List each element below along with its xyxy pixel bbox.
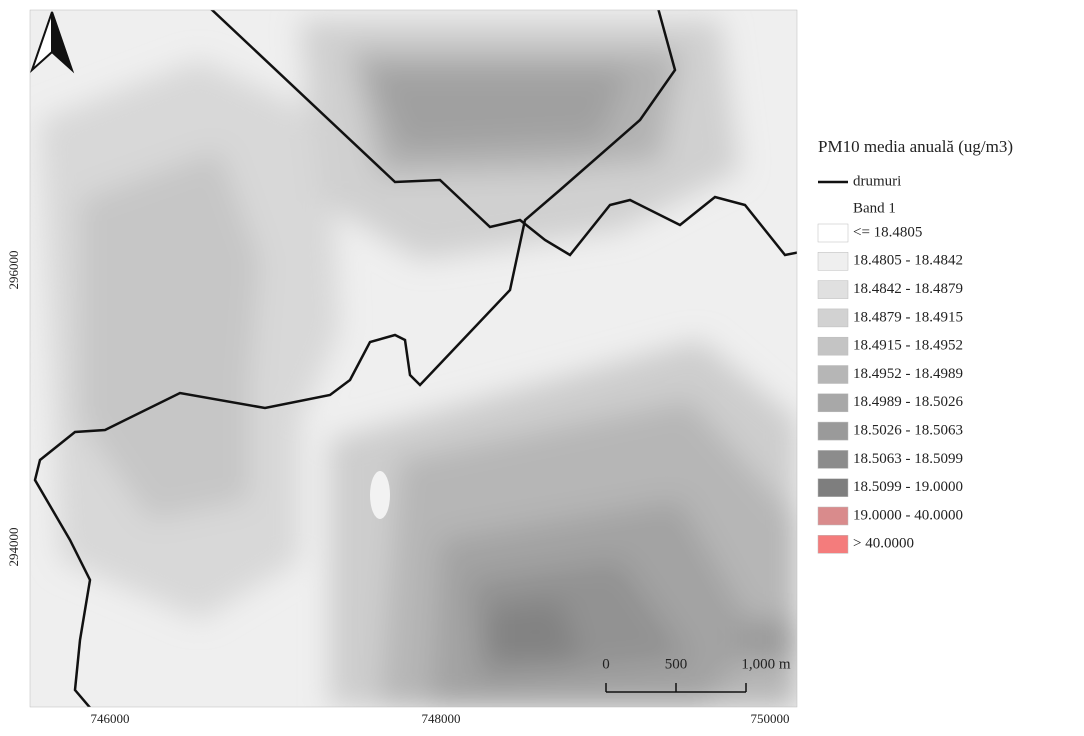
legend-swatch: [817, 393, 849, 413]
legend-label: 18.4805 - 18.4842: [853, 253, 963, 269]
legend-swatch: [817, 252, 849, 271]
legend-label: 18.4842 - 18.4879: [853, 281, 963, 297]
legend-swatch: [817, 280, 849, 299]
y-coordinate: 294000: [6, 528, 21, 567]
legend-title: PM10 media anuală (ug/m3): [818, 137, 1013, 156]
y-coordinate: 296000: [6, 251, 21, 290]
legend-label: 18.5063 - 18.5099: [853, 451, 963, 467]
legend-swatch: [817, 506, 849, 526]
legend-swatch: [817, 336, 849, 356]
scale-label: 1,000 m: [741, 656, 791, 672]
x-coordinate: 746000: [91, 711, 130, 726]
north-arrow: [30, 11, 75, 74]
legend-band-label: Band 1: [853, 200, 896, 216]
map-frame: [29, 9, 798, 708]
legend-label: > 40.0000: [853, 536, 914, 552]
legend-swatch: [817, 421, 849, 441]
legend-label: 18.4989 - 18.5026: [853, 394, 963, 410]
legend-label: 18.4915 - 18.4952: [853, 338, 963, 354]
legend-swatch: [817, 223, 849, 243]
legend-label: 18.5026 - 18.5063: [853, 423, 963, 439]
legend-road-label: drumuri: [853, 173, 901, 189]
legend-label: 18.4952 - 18.4989: [853, 366, 963, 382]
scale-labels: 0 500 1,000 m: [602, 656, 791, 672]
x-coordinate: 750000: [751, 711, 790, 726]
legend-label: <= 18.4805: [853, 224, 922, 240]
legend-swatch: [817, 478, 849, 497]
scale-label: 0: [602, 656, 610, 672]
concentration-bands: [40, 20, 797, 707]
map: [30, 10, 797, 707]
legend-label: 19.0000 - 40.0000: [853, 507, 963, 523]
light-patch: [370, 471, 390, 519]
legend-label: 18.4879 - 18.4915: [853, 309, 963, 325]
road: [33, 10, 677, 707]
x-coordinate: 748000: [422, 711, 461, 726]
legend-label: 18.5099 - 19.0000: [853, 479, 963, 495]
legend: PM10 media anuală (ug/m3) drumuri Band 1…: [817, 137, 1013, 554]
legend-swatch: [817, 365, 849, 384]
road: [210, 10, 797, 257]
legend-swatch: [817, 450, 849, 469]
legend-swatch: [817, 535, 849, 554]
scale-label: 500: [665, 656, 688, 672]
coordinate-labels: 746000 748000 750000 296000 294000: [6, 251, 790, 726]
legend-swatch: [817, 308, 849, 328]
scale-bar: [605, 683, 747, 693]
